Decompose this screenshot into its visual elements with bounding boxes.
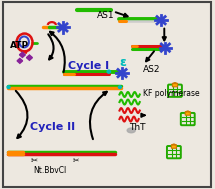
Polygon shape <box>17 58 23 63</box>
Text: Nt.BbvCI: Nt.BbvCI <box>33 166 66 175</box>
FancyBboxPatch shape <box>172 83 178 87</box>
Text: ✂: ✂ <box>72 156 79 166</box>
Text: AS2: AS2 <box>143 65 160 74</box>
Text: Cycle I: Cycle I <box>68 61 109 71</box>
Text: ATP: ATP <box>10 41 29 50</box>
FancyBboxPatch shape <box>185 112 190 115</box>
Circle shape <box>159 18 163 22</box>
Circle shape <box>163 46 167 50</box>
Polygon shape <box>26 55 32 60</box>
Circle shape <box>7 86 10 88</box>
Ellipse shape <box>127 128 135 133</box>
Circle shape <box>120 71 124 75</box>
Text: AS1: AS1 <box>97 11 115 20</box>
Text: ✂: ✂ <box>30 156 37 166</box>
Circle shape <box>118 86 121 88</box>
Text: KF polymerase: KF polymerase <box>143 89 200 98</box>
Circle shape <box>61 26 65 29</box>
Circle shape <box>107 70 111 73</box>
FancyBboxPatch shape <box>171 145 177 148</box>
Text: Cycle II: Cycle II <box>30 122 75 132</box>
Polygon shape <box>19 52 25 57</box>
Text: ε: ε <box>120 56 126 69</box>
Text: ThT: ThT <box>129 123 146 132</box>
